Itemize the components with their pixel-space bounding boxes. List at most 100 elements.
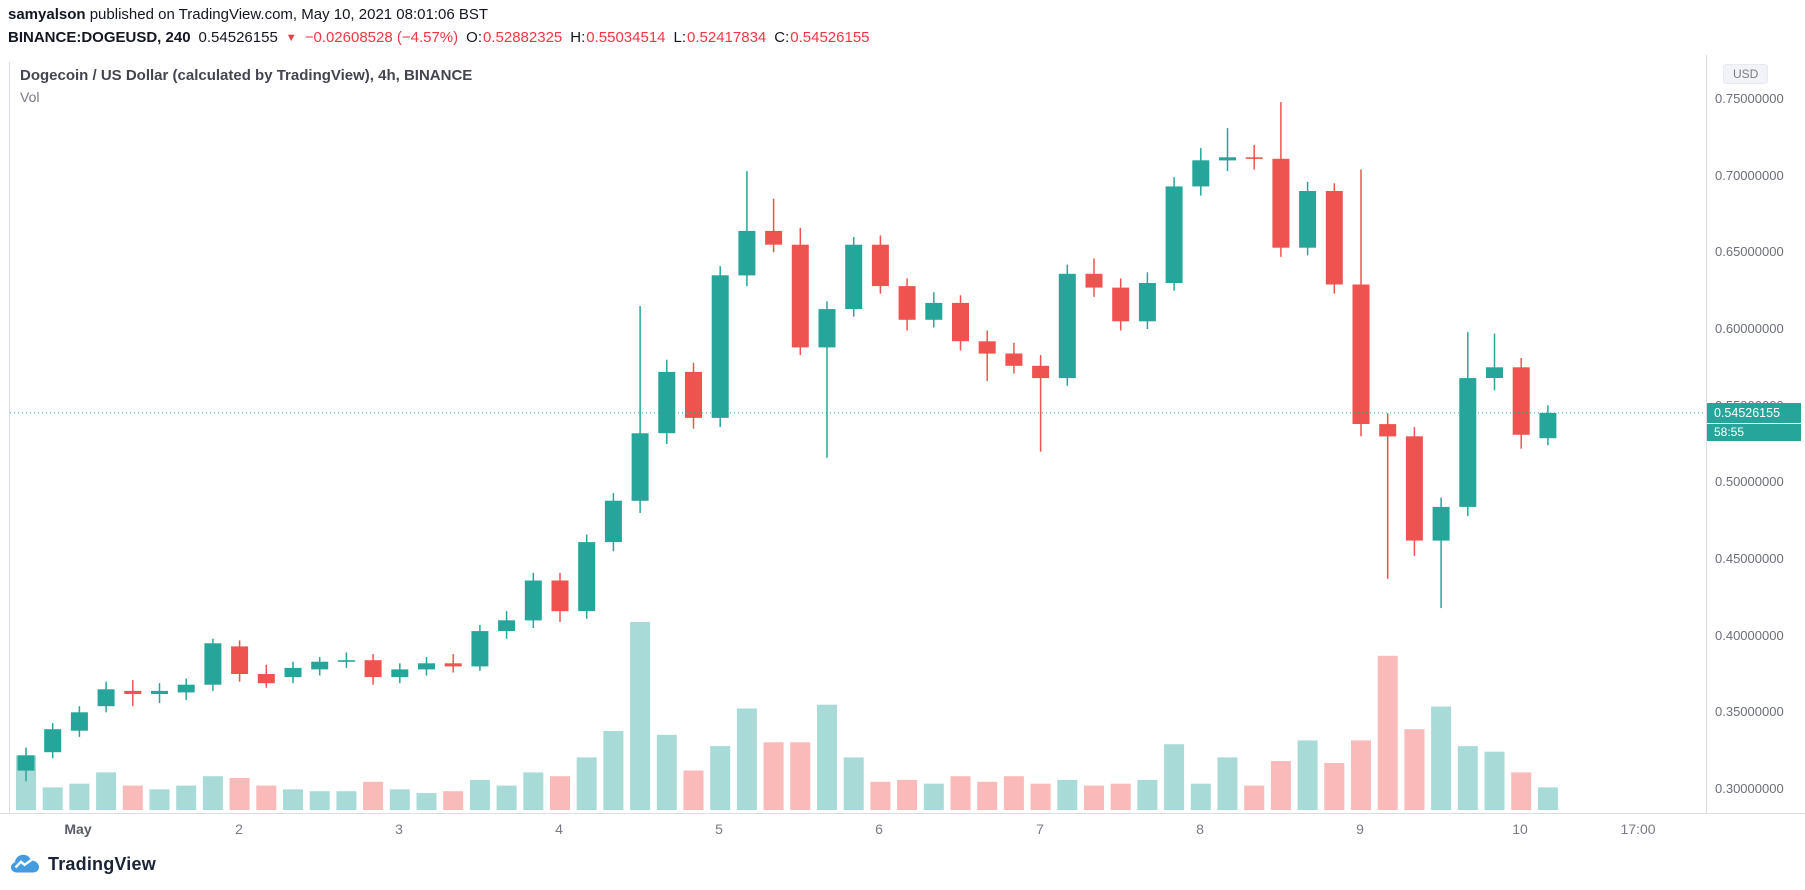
volume-bar[interactable] (1537, 787, 1558, 810)
candle[interactable] (1085, 258, 1103, 297)
candle[interactable] (1459, 332, 1477, 517)
candle[interactable] (418, 657, 435, 676)
volume-bar[interactable] (1110, 783, 1131, 810)
volume-bar[interactable] (683, 770, 704, 811)
volume-bar[interactable] (96, 772, 117, 810)
candle[interactable] (44, 723, 62, 759)
volume-bar[interactable] (656, 734, 677, 810)
volume-bar[interactable] (1164, 744, 1185, 810)
volume-bar[interactable] (790, 742, 811, 810)
tradingview-watermark[interactable]: TradingView (10, 851, 156, 877)
candle[interactable] (1486, 333, 1503, 391)
volume-bar[interactable] (736, 708, 757, 811)
candle[interactable] (1138, 272, 1156, 329)
volume-bar[interactable] (1457, 746, 1478, 810)
tradingview-wordmark[interactable]: TradingView (48, 853, 156, 874)
candle[interactable] (658, 359, 676, 444)
volume-bar[interactable] (1003, 776, 1024, 810)
candle[interactable] (151, 683, 168, 704)
volume-bar[interactable] (550, 776, 570, 810)
candle[interactable] (1245, 145, 1263, 170)
candle[interactable] (1325, 183, 1343, 294)
candle[interactable] (925, 292, 943, 328)
volume-bar[interactable] (69, 783, 90, 810)
candle[interactable] (1165, 177, 1183, 291)
volume-bar[interactable] (1217, 757, 1238, 810)
candle[interactable] (871, 235, 889, 294)
volume-bar[interactable] (176, 785, 197, 810)
candle[interactable] (685, 362, 702, 429)
volume-bar[interactable] (256, 785, 277, 810)
volume-bar[interactable] (923, 783, 944, 810)
candle[interactable] (1432, 497, 1450, 609)
candle[interactable] (1192, 148, 1210, 196)
candle[interactable] (1005, 342, 1023, 374)
volume-bar[interactable] (977, 781, 998, 810)
candle[interactable] (1112, 278, 1130, 331)
candle[interactable] (1379, 413, 1397, 579)
candle[interactable] (1299, 181, 1317, 256)
currency-badge[interactable]: USD (1723, 64, 1769, 84)
price-axis[interactable]: USD 0.75000000 0.70000000 0.65000000 0.6000… (1706, 55, 1805, 848)
candle[interactable] (1539, 405, 1557, 446)
candle[interactable] (391, 663, 409, 684)
candle[interactable] (498, 611, 516, 639)
volume-indicator-label[interactable]: Vol (20, 89, 40, 105)
volume-bar[interactable] (149, 789, 170, 810)
volume-bar[interactable] (389, 789, 410, 810)
candle[interactable] (551, 572, 569, 622)
volume-bar[interactable] (1057, 779, 1078, 810)
volume-bar[interactable] (309, 791, 330, 810)
volume-bar[interactable] (1404, 729, 1425, 810)
candle[interactable] (124, 680, 142, 707)
candle[interactable] (978, 330, 996, 382)
volume-bar[interactable] (1377, 655, 1398, 810)
chart-pane[interactable]: Dogecoin / US Dollar (calculated by Trad… (9, 62, 1707, 813)
candle[interactable] (311, 657, 329, 676)
candle[interactable] (738, 171, 756, 287)
volume-bar[interactable] (1084, 785, 1104, 810)
volume-bar[interactable] (603, 731, 624, 810)
candle[interactable] (1272, 102, 1290, 257)
candlestick-chart[interactable] (10, 62, 1707, 813)
candle[interactable] (898, 278, 916, 331)
volume-bar[interactable] (496, 785, 517, 810)
volume-bar[interactable] (363, 781, 384, 810)
volume-bar[interactable] (469, 779, 490, 810)
volume-bar[interactable] (1351, 740, 1371, 810)
volume-bar[interactable] (817, 704, 837, 810)
volume-bar[interactable] (1511, 772, 1532, 810)
candle[interactable] (70, 706, 88, 737)
volume-bar[interactable] (1270, 761, 1291, 810)
candle[interactable] (337, 652, 355, 668)
volume-bar[interactable] (1244, 785, 1265, 810)
volume-bar[interactable] (897, 779, 918, 810)
candle[interactable] (231, 640, 249, 682)
volume-bar[interactable] (1030, 783, 1051, 810)
candle[interactable] (631, 306, 649, 513)
time-axis[interactable]: May 2 3 4 5 6 7 8 9 10 17:00 (0, 813, 1805, 849)
candle[interactable] (524, 572, 542, 628)
candle[interactable] (17, 747, 35, 782)
volume-bar[interactable] (1190, 783, 1211, 810)
volume-bar[interactable] (416, 793, 437, 810)
volume-bar[interactable] (950, 776, 971, 810)
candle[interactable] (97, 681, 115, 713)
candle[interactable] (765, 198, 783, 253)
candle[interactable] (177, 678, 195, 701)
candle[interactable] (257, 664, 275, 688)
volume-bar[interactable] (630, 622, 651, 810)
candle[interactable] (952, 295, 969, 351)
volume-bar[interactable] (710, 746, 731, 810)
candle[interactable] (1032, 355, 1050, 452)
volume-bar[interactable] (202, 776, 223, 810)
candle[interactable] (1219, 128, 1236, 172)
candle[interactable] (604, 493, 622, 552)
volume-bar[interactable] (42, 787, 63, 810)
volume-bar[interactable] (443, 791, 464, 810)
volume-bar[interactable] (1484, 751, 1505, 810)
candle[interactable] (204, 638, 222, 691)
candle[interactable] (1352, 169, 1370, 437)
volume-bar[interactable] (523, 772, 544, 810)
volume-bar[interactable] (1297, 740, 1318, 810)
